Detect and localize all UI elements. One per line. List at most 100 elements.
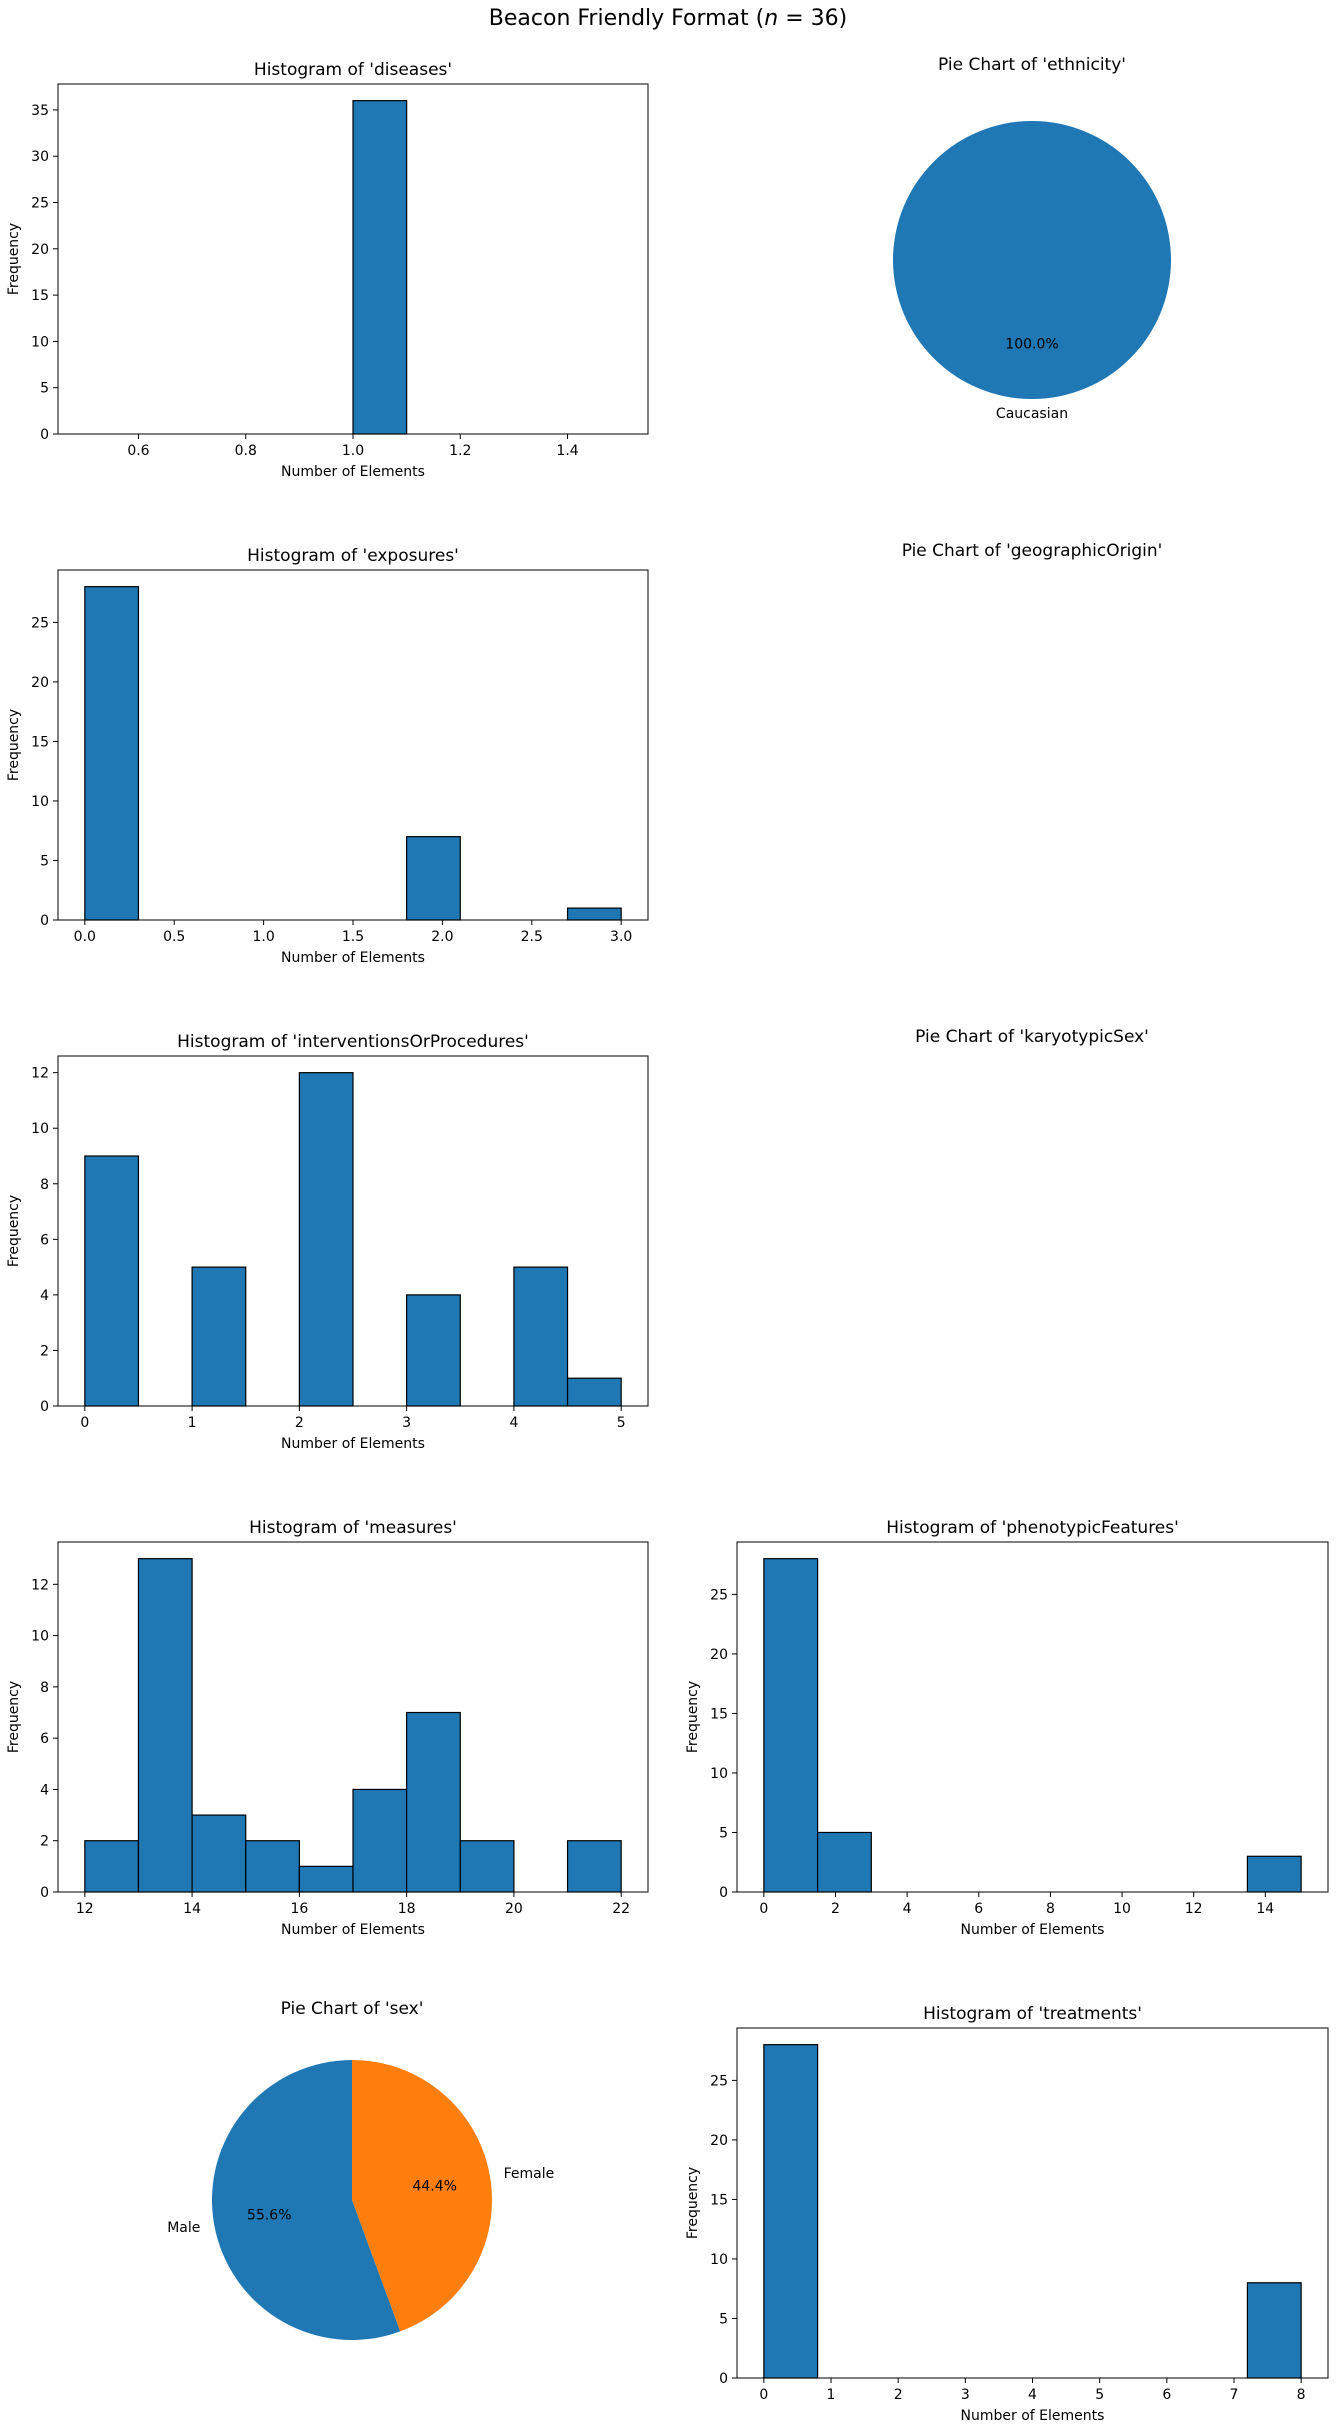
y-tick-label: 20 [31, 675, 49, 691]
chart-title: Histogram of 'measures' [249, 1518, 457, 1538]
x-tick-label: 1.4 [556, 443, 578, 459]
y-tick-label: 10 [710, 2252, 728, 2268]
histogram-measures: 12 14 16 18 20 22 0 2 4 6 8 10 12 Histogram of 'measu… [6, 1518, 649, 1938]
histogram-bar [191, 1266, 247, 1407]
x-tick-label: 14 [1256, 1901, 1274, 1917]
y-tick-label: 2 [40, 1343, 49, 1359]
x-tick-label: 2 [295, 1415, 304, 1431]
histogram-bar [1246, 1855, 1302, 1893]
histogram-bar [352, 100, 408, 435]
y-tick-label: 10 [710, 1766, 728, 1782]
y-tick-label: 15 [31, 288, 49, 304]
y-tick-label: 20 [710, 1647, 728, 1663]
histogram-bar [191, 1814, 247, 1893]
y-tick-label: 4 [40, 1782, 49, 1798]
y-tick-label: 6 [40, 1232, 49, 1248]
x-tick-label: 8 [1297, 2387, 1306, 2403]
x-tick-label: 0 [759, 2387, 768, 2403]
x-tick-label: 3.0 [610, 929, 632, 945]
y-tick-label: 15 [710, 1706, 728, 1722]
y-tick-label: 4 [40, 1288, 49, 1304]
histogram-exposures: 0.0 0.5 1.0 1.5 2.0 2.5 3.0 0 5 10 15 20 25 Histogram… [6, 546, 649, 966]
chart-title: Pie Chart of 'karyotypicSex' [915, 1027, 1149, 1047]
histogram-bar [245, 1840, 300, 1893]
x-tick-label: 3 [961, 2387, 970, 2403]
y-axis-label: Frequency [6, 1195, 22, 1267]
x-tick-label: 1.0 [252, 929, 274, 945]
histogram-bar [406, 836, 461, 921]
x-tick-label: 18 [398, 1901, 416, 1917]
y-axis-label: Frequency [6, 709, 22, 781]
y-tick-label: 5 [719, 2311, 728, 2327]
histogram-bar [406, 1294, 461, 1407]
x-tick-label: 0 [80, 1415, 89, 1431]
histogram-diseases: 0.6 0.8 1.0 1.2 1.4 0 5 10 15 20 25 30 35 Histogram o… [6, 60, 649, 480]
x-tick-label: 1.2 [449, 443, 471, 459]
x-tick-label: 5 [617, 1415, 626, 1431]
y-tick-label: 6 [40, 1731, 49, 1747]
x-tick-label: 4 [903, 1901, 912, 1917]
x-axis-label: Number of Elements [281, 950, 425, 966]
chart-title: Pie Chart of 'ethnicity' [938, 55, 1126, 75]
y-tick-label: 20 [710, 2133, 728, 2149]
chart-title: Pie Chart of 'geographicOrigin' [902, 541, 1163, 561]
y-tick-label: 20 [31, 242, 49, 258]
histogram-bar [513, 1266, 569, 1407]
chart-title: Histogram of 'diseases' [254, 60, 452, 80]
y-tick-label: 10 [31, 1629, 49, 1645]
y-tick-label: 10 [31, 1121, 49, 1137]
y-axis-label: Frequency [6, 223, 22, 295]
x-tick-label: 2 [894, 2387, 903, 2403]
pie-sex: Pie Chart of 'sex' 55.6% Male 44.4% Female [167, 1999, 554, 2340]
histogram-bar [816, 1831, 872, 1893]
axes-frame [57, 1541, 649, 1893]
histogram-bar [763, 2044, 819, 2379]
figure-title: Beacon Friendly Format (n = 36) [488, 6, 848, 31]
pie-slice-label: Female [504, 2166, 555, 2182]
x-tick-label: 7 [1230, 2387, 1239, 2403]
y-tick-label: 12 [31, 1066, 49, 1082]
x-axis-label: Number of Elements [961, 2408, 1105, 2424]
y-tick-label: 10 [31, 794, 49, 810]
histogram-bar [298, 1865, 354, 1893]
histogram-bar [406, 1711, 461, 1893]
chart-title: Histogram of 'phenotypicFeatures' [886, 1518, 1179, 1538]
x-tick-label: 1 [188, 1415, 197, 1431]
y-tick-label: 0 [40, 427, 49, 443]
y-axis-label: Frequency [685, 1681, 701, 1753]
x-tick-label: 14 [183, 1901, 201, 1917]
y-tick-label: 8 [40, 1177, 49, 1193]
pie-pct-label: 100.0% [1005, 336, 1058, 352]
histogram-bar [1246, 2282, 1302, 2379]
y-tick-label: 25 [31, 615, 49, 631]
pie-slice [212, 2060, 401, 2340]
x-tick-label: 3 [402, 1415, 411, 1431]
y-tick-label: 2 [40, 1834, 49, 1850]
x-tick-label: 0.6 [127, 443, 149, 459]
histogram-bar [352, 1788, 408, 1893]
chart-title: Histogram of 'exposures' [247, 546, 459, 566]
histogram-bar [84, 586, 140, 921]
y-tick-label: 15 [710, 2192, 728, 2208]
axes-frame [736, 2027, 1329, 2379]
histogram-treatments: 0 1 2 3 4 5 6 7 8 0 5 10 15 20 25 Histogram of 'treatme… [685, 2004, 1329, 2424]
x-tick-label: 2.0 [431, 929, 453, 945]
pie-ethnicity: Pie Chart of 'ethnicity' 100.0% Caucasian [893, 55, 1171, 422]
y-tick-label: 5 [40, 381, 49, 397]
histogram-bar [763, 1558, 819, 1893]
x-tick-label: 2.5 [521, 929, 543, 945]
pie-karyotypicSex: Pie Chart of 'karyotypicSex' [915, 1027, 1149, 1047]
axes-frame [57, 569, 649, 921]
x-tick-label: 1 [827, 2387, 836, 2403]
histogram-bar [137, 1558, 193, 1893]
x-tick-label: 0.8 [235, 443, 257, 459]
pie-slice [352, 2060, 493, 2332]
x-tick-label: 0.5 [163, 929, 185, 945]
histogram-bar [459, 1840, 515, 1893]
x-tick-label: 12 [1185, 1901, 1203, 1917]
histogram-bar [298, 1072, 354, 1407]
x-tick-label: 12 [76, 1901, 94, 1917]
pie-pct-label: 44.4% [412, 2178, 456, 2194]
